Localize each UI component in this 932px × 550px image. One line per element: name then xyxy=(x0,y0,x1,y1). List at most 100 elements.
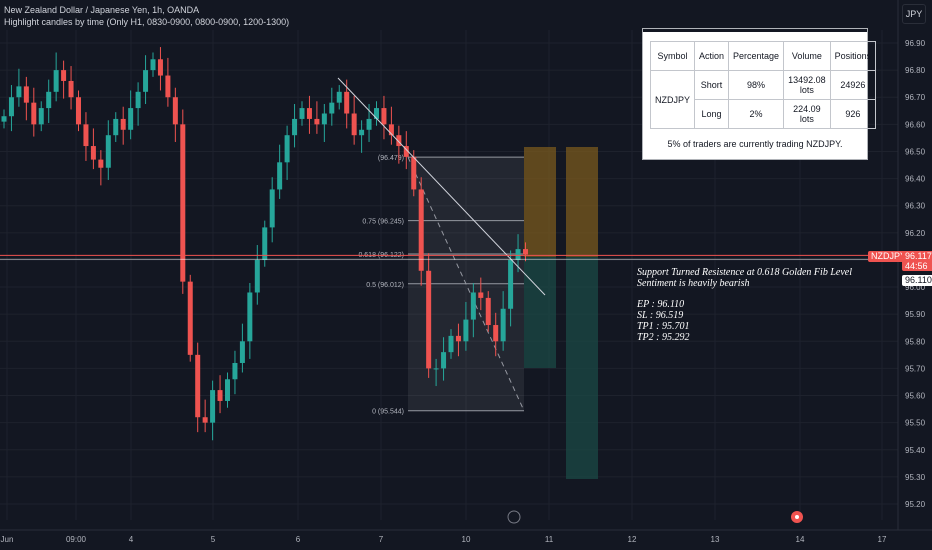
percentage-cell: 2% xyxy=(728,99,785,129)
candle-body xyxy=(478,292,484,298)
candle-body xyxy=(292,118,298,136)
x-tick-label: 14 xyxy=(796,535,805,544)
table-row: NZDJPY Short 98% 13492.08 lots 24926 xyxy=(649,70,877,129)
candle-body xyxy=(68,80,74,98)
x-tick-label: 7 xyxy=(379,535,384,544)
fib-level-label: 0.5 (96.012) xyxy=(366,282,404,289)
fib-diagonal xyxy=(407,156,525,411)
x-tick-label: 12 xyxy=(628,535,637,544)
positions-note: 5% of traders are currently trading NZDJ… xyxy=(667,139,843,149)
x-tick-label: 4 xyxy=(129,535,134,544)
x-tick-label: 5 xyxy=(211,535,216,544)
candle-body xyxy=(299,108,305,119)
candle-body xyxy=(284,135,290,163)
candle-body xyxy=(247,292,253,342)
last-price-badge: 96.117 44:56 xyxy=(902,251,932,271)
chart-header: New Zealand Dollar / Japanese Yen, 1h, O… xyxy=(4,4,289,28)
candle-body xyxy=(381,108,387,125)
entry-badge-value: 96.110 xyxy=(905,275,932,285)
candle-body xyxy=(239,341,245,363)
x-tick-label: 09:00 xyxy=(66,535,87,544)
y-tick-label: 96.90 xyxy=(905,39,926,48)
positions-cell: 24926 xyxy=(829,70,877,100)
candle-body xyxy=(455,335,461,342)
table-header-row: Symbol Action Percentage Volume Position… xyxy=(649,41,877,71)
y-tick-label: 96.40 xyxy=(905,175,926,184)
candle-body xyxy=(225,379,230,401)
candle-body xyxy=(217,390,223,401)
candle-body xyxy=(403,146,409,157)
candle-body xyxy=(38,108,44,125)
x-tick-label: 11 xyxy=(545,535,554,544)
indicator-title[interactable]: Highlight candles by time (Only H1, 0830… xyxy=(4,17,290,27)
volume-cell: 224.09 lots xyxy=(783,99,831,129)
symbol-title[interactable]: New Zealand Dollar / Japanese Yen, 1h, O… xyxy=(4,5,200,15)
candle-body xyxy=(202,417,208,423)
bar-countdown: 44:56 xyxy=(905,261,928,271)
positions-panel: Symbol Action Percentage Volume Position… xyxy=(642,28,877,160)
candle-body xyxy=(485,297,491,326)
candle-body xyxy=(321,113,327,125)
candle-body xyxy=(172,97,178,125)
candle-body xyxy=(254,259,260,293)
candle-body xyxy=(359,129,365,136)
fib-level-label: (96.479) xyxy=(378,155,404,162)
fibonacci-retracement: (96.479)0.75 (96.245)0.618 (96.122)0.5 (… xyxy=(358,155,525,416)
header-cell: Action xyxy=(694,41,730,71)
entry-price-badge: 96.110 xyxy=(902,275,932,286)
trade-annotation[interactable]: Support Turned Resistence at 0.618 Golde… xyxy=(637,267,852,343)
take-profit-zone-2 xyxy=(566,257,598,479)
candle-body xyxy=(187,281,193,355)
x-tick-label: Jun xyxy=(1,535,14,544)
candle-body xyxy=(374,108,379,119)
candle-body xyxy=(98,159,104,168)
candle-body xyxy=(508,259,514,309)
take-profit-zone-1 xyxy=(524,257,556,368)
fib-level-label: 0.75 (96.245) xyxy=(362,219,404,226)
candle-body xyxy=(31,102,37,125)
candle-body xyxy=(195,354,201,418)
candle-body xyxy=(336,91,342,103)
entry-price-text: EP : 96.110 xyxy=(637,299,685,310)
y-tick-label: 96.30 xyxy=(905,202,926,211)
candle-body xyxy=(493,325,499,342)
candle-body xyxy=(120,118,126,130)
candle-body xyxy=(135,91,141,109)
volume-cell: 13492.08 lots xyxy=(783,70,831,100)
header-cell: Symbol xyxy=(649,41,696,71)
candle-body xyxy=(441,352,447,369)
stop-loss-text: SL : 96.519 xyxy=(637,310,684,321)
candles xyxy=(1,47,528,441)
stop-loss-zone-1 xyxy=(524,147,556,257)
candle-body xyxy=(306,108,312,119)
candle-body xyxy=(143,70,149,92)
candle-body xyxy=(46,91,52,109)
candle-body xyxy=(53,70,59,92)
candle-body xyxy=(128,108,134,130)
fib-level-label: 0 (95.544) xyxy=(372,409,404,416)
candle-body xyxy=(90,146,96,160)
candle-body xyxy=(329,102,335,114)
percentage-cell: 98% xyxy=(728,70,785,100)
y-tick-label: 95.80 xyxy=(905,337,926,346)
risk-reward-zones xyxy=(524,147,598,479)
take-profit-2-text: TP2 : 95.292 xyxy=(637,332,690,343)
x-tick-label: 17 xyxy=(878,535,887,544)
y-tick-label: 95.90 xyxy=(905,310,926,319)
panel-top-bar xyxy=(643,29,867,32)
candle-body xyxy=(210,390,216,423)
x-tick-label: 6 xyxy=(296,535,301,544)
candle-body xyxy=(366,118,372,130)
candle-body xyxy=(470,292,476,320)
candle-body xyxy=(448,335,454,353)
symbol-cell: NZDJPY xyxy=(649,70,696,129)
candle-body xyxy=(269,189,275,228)
y-tick-label: 95.30 xyxy=(905,473,926,482)
header-cell: Positions xyxy=(829,41,877,71)
candle-body xyxy=(165,75,171,98)
last-price-value: 96.117 xyxy=(905,251,932,261)
y-tick-label: 95.40 xyxy=(905,446,926,455)
candle-body xyxy=(523,249,528,255)
currency-button[interactable]: JPY xyxy=(902,4,926,24)
